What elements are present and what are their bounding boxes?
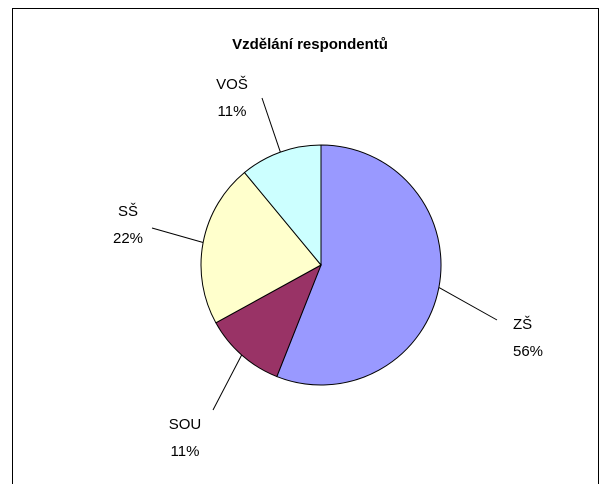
slice-value-label: 56% (513, 343, 543, 360)
leader-line (212, 354, 243, 411)
leader-line (438, 287, 498, 321)
slice-value-label: 11% (171, 443, 200, 460)
leader-line (151, 227, 204, 243)
slice-label: SŠ (118, 203, 138, 220)
chart-title: Vzdělání respondentů (232, 36, 388, 53)
pie-slice (200, 171, 322, 324)
pie-slice (276, 144, 442, 386)
slice-label: SOU (169, 416, 202, 433)
slice-label: ZŠ (513, 316, 532, 333)
leader-line (261, 97, 281, 153)
slice-label: VOŠ (216, 76, 248, 93)
slice-value-label: 11% (218, 103, 247, 120)
slice-value-label: 22% (113, 230, 143, 247)
pie-slice (215, 263, 322, 378)
